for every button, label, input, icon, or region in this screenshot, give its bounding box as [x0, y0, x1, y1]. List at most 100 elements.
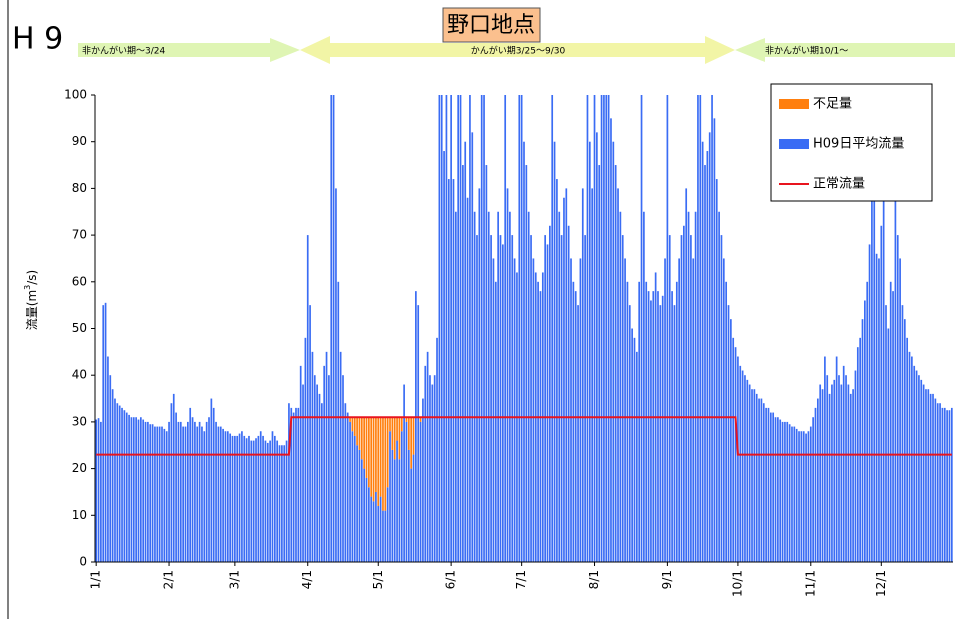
bar	[920, 379, 923, 562]
bar	[363, 468, 365, 562]
bar	[344, 403, 347, 562]
bar	[871, 197, 873, 563]
bar	[257, 435, 260, 562]
bar	[210, 398, 213, 562]
bar	[139, 417, 142, 562]
bar	[337, 281, 340, 562]
bar	[356, 445, 358, 562]
bar	[483, 95, 485, 562]
bar	[847, 384, 850, 562]
bar	[523, 141, 525, 562]
bar	[201, 426, 203, 562]
bar	[389, 417, 391, 432]
bar	[429, 375, 431, 562]
bar	[899, 258, 901, 562]
bar	[885, 305, 887, 562]
bar	[234, 435, 236, 562]
bar	[386, 487, 389, 562]
bar	[386, 417, 389, 488]
bar	[753, 389, 756, 562]
bar	[476, 235, 478, 562]
bar	[831, 384, 833, 562]
bar	[809, 426, 812, 562]
bar	[436, 337, 438, 562]
bar	[934, 398, 937, 562]
chart-title: 野口地点	[447, 13, 535, 38]
bar	[647, 291, 650, 562]
bar	[849, 393, 852, 562]
bar	[908, 351, 911, 562]
bar	[859, 337, 861, 562]
x-tick-label: 11/1	[803, 570, 817, 597]
bar	[588, 141, 591, 562]
bar	[335, 188, 337, 562]
bar	[104, 302, 107, 562]
bar	[243, 435, 246, 562]
bar	[765, 407, 767, 562]
bar	[452, 179, 455, 562]
bar	[306, 235, 309, 562]
bar	[405, 421, 408, 562]
bar	[156, 426, 159, 562]
bar	[309, 305, 311, 562]
bar	[936, 403, 939, 562]
bar	[212, 407, 215, 562]
bar	[384, 510, 387, 562]
bar	[734, 347, 737, 562]
bar	[687, 211, 690, 562]
bar	[567, 225, 570, 562]
bar	[781, 421, 784, 562]
bar	[697, 95, 699, 562]
bar	[163, 428, 166, 562]
bar	[678, 258, 680, 562]
bar	[440, 95, 443, 562]
bar	[285, 440, 288, 562]
bar	[370, 417, 373, 497]
bar	[445, 95, 448, 562]
y-axis-title-sup: 3	[23, 285, 32, 290]
bar	[299, 365, 302, 562]
bar	[443, 151, 445, 563]
bar	[304, 337, 307, 562]
bar	[882, 188, 885, 562]
bar	[760, 398, 763, 562]
bar	[377, 505, 380, 562]
bar	[325, 351, 328, 562]
bar	[560, 235, 563, 562]
legend-label: 正常流量	[813, 177, 865, 192]
bar	[149, 424, 152, 562]
bar	[852, 389, 854, 562]
bar	[929, 393, 932, 562]
bar	[708, 132, 711, 563]
bar	[903, 319, 906, 562]
bar	[812, 417, 814, 562]
bar	[650, 300, 652, 562]
bar	[375, 417, 377, 492]
bar	[424, 365, 427, 562]
bar	[313, 375, 316, 562]
bar	[250, 440, 253, 562]
bar	[532, 258, 535, 562]
bar	[664, 258, 666, 562]
bar	[189, 407, 192, 562]
bar	[513, 258, 516, 562]
bar	[358, 417, 361, 450]
bar	[379, 496, 382, 562]
bar	[128, 414, 130, 562]
bar	[389, 431, 391, 562]
bar	[248, 435, 250, 562]
bar	[563, 197, 565, 563]
bar	[184, 426, 187, 562]
bar	[431, 384, 434, 562]
bar	[252, 440, 255, 562]
x-tick-label: 3/1	[227, 570, 241, 589]
bar	[400, 431, 403, 562]
bar	[786, 421, 789, 562]
bar	[368, 487, 370, 562]
bar	[372, 501, 375, 562]
bar	[398, 459, 401, 562]
bar	[652, 291, 655, 562]
bar	[473, 211, 476, 562]
bar	[873, 188, 876, 562]
bar	[539, 291, 542, 562]
